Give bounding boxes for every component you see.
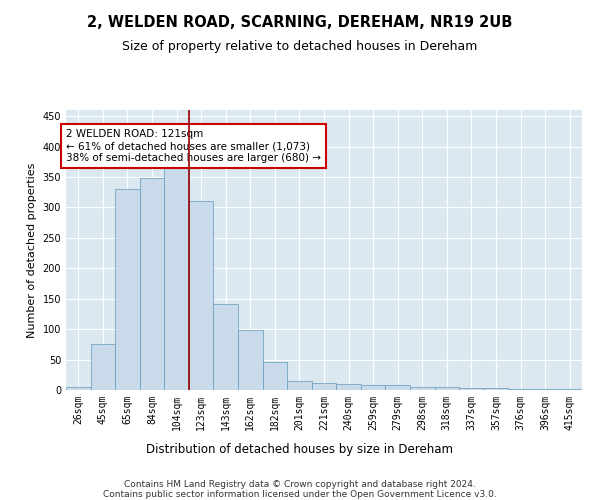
Bar (263, 362, 287, 390)
Bar (484, 388, 508, 390)
Bar (66, 387, 91, 390)
Bar (164, 168, 189, 390)
Text: Contains HM Land Registry data © Crown copyright and database right 2024.: Contains HM Land Registry data © Crown c… (124, 480, 476, 489)
Bar (238, 330, 263, 390)
Bar (557, 389, 582, 390)
Bar (361, 385, 385, 390)
Bar (312, 384, 336, 390)
Bar (336, 384, 361, 390)
Text: Size of property relative to detached houses in Dereham: Size of property relative to detached ho… (122, 40, 478, 53)
Bar (115, 189, 140, 390)
Text: Contains public sector information licensed under the Open Government Licence v3: Contains public sector information licen… (103, 490, 497, 499)
Text: Distribution of detached houses by size in Dereham: Distribution of detached houses by size … (146, 442, 454, 456)
Bar (140, 178, 164, 390)
Text: 2 WELDEN ROAD: 121sqm
← 61% of detached houses are smaller (1,073)
38% of semi-d: 2 WELDEN ROAD: 121sqm ← 61% of detached … (66, 130, 321, 162)
Y-axis label: Number of detached properties: Number of detached properties (27, 162, 37, 338)
Bar (434, 387, 459, 390)
Bar (189, 202, 214, 390)
Bar (385, 385, 410, 390)
Bar (459, 388, 484, 390)
Bar (508, 389, 533, 390)
Bar (287, 381, 312, 390)
Bar (410, 387, 434, 390)
Bar (214, 304, 238, 390)
Text: 2, WELDEN ROAD, SCARNING, DEREHAM, NR19 2UB: 2, WELDEN ROAD, SCARNING, DEREHAM, NR19 … (88, 15, 512, 30)
Bar (91, 344, 115, 390)
